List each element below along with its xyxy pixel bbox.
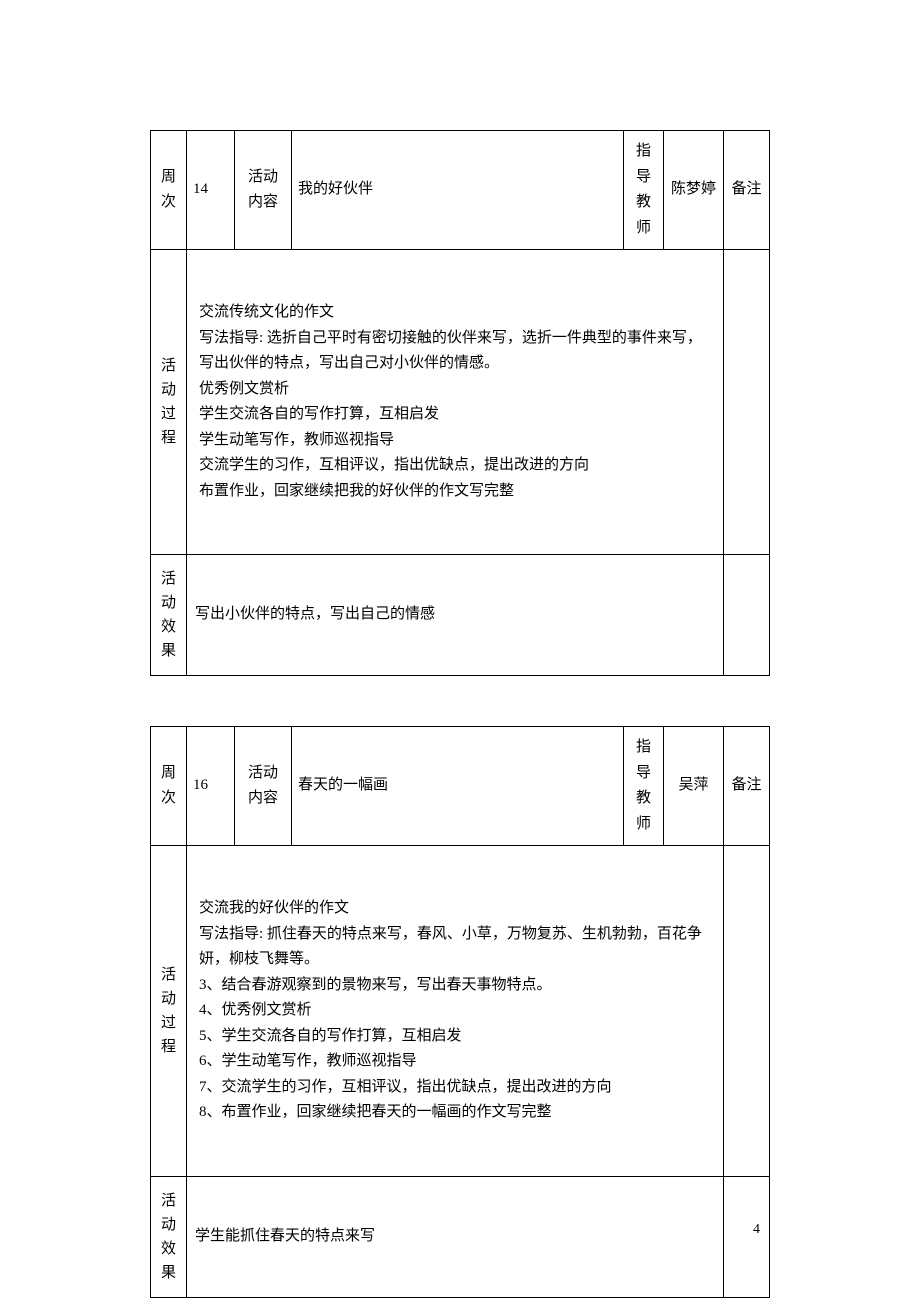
teacher-name: 陈梦婷: [664, 131, 724, 250]
lesson-table-2: 周次 16 活动内容 春天的一幅画 指导教师 吴萍 备注 活动过程 交流我的好伙…: [150, 726, 770, 1298]
teacher-label: 指导教师: [624, 727, 664, 846]
process-line: 写法指导: 选折自己平时有密切接触的伙伴来写，选折一件典型的事件来写，写出伙伴的…: [199, 326, 711, 377]
teacher-name: 吴萍: [664, 727, 724, 846]
process-line: 布置作业，回家继续把我的好伙伴的作文写完整: [199, 479, 711, 505]
week-number: 14: [187, 131, 235, 250]
process-row: 活动过程 交流传统文化的作文 写法指导: 选折自己平时有密切接触的伙伴来写，选折…: [151, 250, 770, 555]
process-content: 交流传统文化的作文 写法指导: 选折自己平时有密切接触的伙伴来写，选折一件典型的…: [187, 250, 724, 555]
note-label: 备注: [724, 131, 770, 250]
note-label: 备注: [724, 727, 770, 846]
effect-note: [724, 1176, 770, 1297]
process-line: 交流传统文化的作文: [199, 300, 711, 326]
process-line: 写法指导: 抓住春天的特点来写，春风、小草，万物复苏、生机勃勃，百花争妍，柳枝飞…: [199, 922, 711, 973]
activity-content-label: 活动内容: [235, 131, 292, 250]
activity-content-label: 活动内容: [235, 727, 292, 846]
process-label-text: 活动过程: [161, 358, 176, 446]
process-row: 活动过程 交流我的好伙伴的作文 写法指导: 抓住春天的特点来写，春风、小草，万物…: [151, 846, 770, 1177]
lesson-title: 我的好伙伴: [292, 131, 624, 250]
process-line: 8、布置作业，回家继续把春天的一幅画的作文写完整: [199, 1100, 711, 1126]
effect-note: [724, 555, 770, 676]
process-line: 4、优秀例文赏析: [199, 998, 711, 1024]
week-number: 16: [187, 727, 235, 846]
teacher-label: 指导教师: [624, 131, 664, 250]
effect-label: 活动效果: [151, 555, 187, 676]
process-line: 6、学生动笔写作，教师巡视指导: [199, 1049, 711, 1075]
process-line: 交流学生的习作，互相评议，指出优缺点，提出改进的方向: [199, 453, 711, 479]
process-line: 学生交流各自的写作打算，互相启发: [199, 402, 711, 428]
week-label: 周次: [151, 727, 187, 846]
page-number: 4: [753, 1218, 760, 1242]
week-label: 周次: [151, 131, 187, 250]
process-content: 交流我的好伙伴的作文 写法指导: 抓住春天的特点来写，春风、小草，万物复苏、生机…: [187, 846, 724, 1177]
process-line: 学生动笔写作，教师巡视指导: [199, 428, 711, 454]
effect-content: 写出小伙伴的特点，写出自己的情感: [187, 555, 724, 676]
process-line: 优秀例文赏析: [199, 377, 711, 403]
lesson-table-1: 周次 14 活动内容 我的好伙伴 指导教师 陈梦婷 备注 活动过程 交流传统文化…: [150, 130, 770, 676]
effect-row: 活动效果 学生能抓住春天的特点来写: [151, 1176, 770, 1297]
table-spacer: [150, 676, 770, 726]
table-header-row: 周次 16 活动内容 春天的一幅画 指导教师 吴萍 备注: [151, 727, 770, 846]
process-label: 活动过程: [151, 250, 187, 555]
effect-label: 活动效果: [151, 1176, 187, 1297]
process-label: 活动过程: [151, 846, 187, 1177]
process-line: 5、学生交流各自的写作打算，互相启发: [199, 1024, 711, 1050]
process-label-text: 活动过程: [161, 967, 176, 1055]
process-note: [724, 250, 770, 555]
process-note: [724, 846, 770, 1177]
lesson-title: 春天的一幅画: [292, 727, 624, 846]
process-line: 交流我的好伙伴的作文: [199, 896, 711, 922]
effect-content: 学生能抓住春天的特点来写: [187, 1176, 724, 1297]
process-line: 7、交流学生的习作，互相评议，指出优缺点，提出改进的方向: [199, 1075, 711, 1101]
effect-row: 活动效果 写出小伙伴的特点，写出自己的情感: [151, 555, 770, 676]
table-header-row: 周次 14 活动内容 我的好伙伴 指导教师 陈梦婷 备注: [151, 131, 770, 250]
process-line: 3、结合春游观察到的景物来写，写出春天事物特点。: [199, 973, 711, 999]
